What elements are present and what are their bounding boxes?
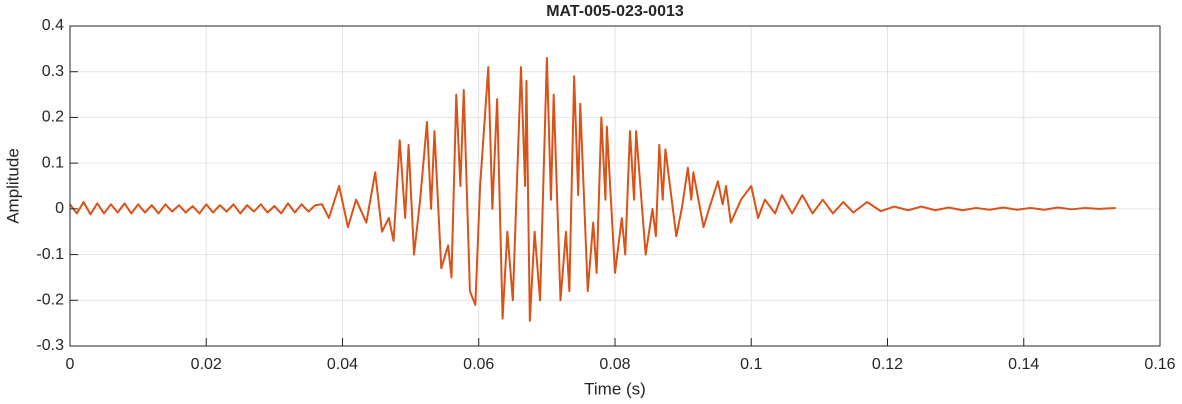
y-tick-label: -0.1 [36,246,64,263]
line-series [69,57,1116,322]
x-tick-label: 0.08 [599,356,630,373]
y-tick-label: -0.3 [36,337,64,354]
x-tick-label: 0.12 [872,356,903,373]
x-tick-label: 0.14 [1008,356,1039,373]
plot [69,57,1116,322]
x-tick-label: 0.06 [463,356,494,373]
y-tick-label: 0 [55,200,64,217]
y-axis-label: Amplitude [3,148,22,224]
x-axis-label: Time (s) [584,379,646,398]
x-tick-label: 0.16 [1144,356,1175,373]
x-tick-label: 0.04 [327,356,358,373]
x-tick-label: 0.02 [191,356,222,373]
y-tick-label: 0.4 [42,17,64,34]
chart-title: MAT-005-023-0013 [546,3,684,20]
y-tick-label: 0.3 [42,63,64,80]
x-tick-label: 0.1 [740,356,762,373]
y-tick-label: 0.2 [42,109,64,126]
x-tick-label: 0 [66,356,75,373]
y-tick-label: 0.1 [42,154,64,171]
y-tick-label: -0.2 [36,292,64,309]
